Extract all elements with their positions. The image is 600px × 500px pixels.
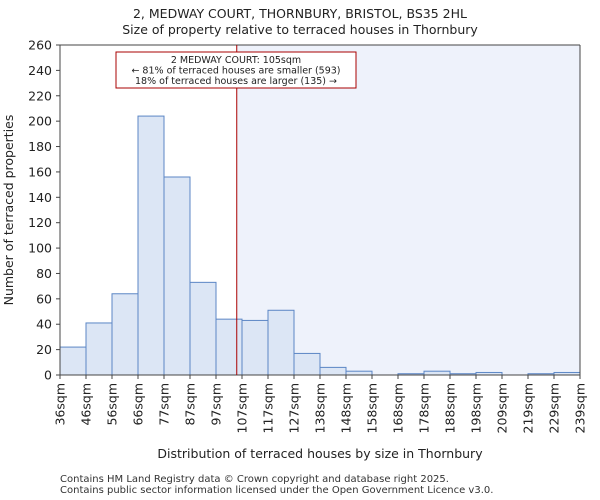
histogram-bar — [241, 319, 269, 376]
histogram-bar — [319, 366, 347, 376]
histogram-bar — [345, 370, 373, 376]
x-tick-label: 97sqm — [209, 383, 224, 426]
x-tick-label: 229sqm — [547, 383, 562, 433]
x-tick-label: 158sqm — [365, 383, 380, 433]
x-tick-label: 178sqm — [417, 383, 432, 433]
x-tick-label: 219sqm — [521, 383, 536, 433]
x-axis-label: Distribution of terraced houses by size … — [157, 446, 483, 461]
x-tick-label: 36sqm — [53, 383, 68, 426]
x-tick-label: 56sqm — [105, 383, 120, 426]
y-tick-label: 40 — [36, 317, 52, 332]
y-tick-label: 160 — [28, 164, 52, 179]
y-tick-label: 60 — [36, 291, 52, 306]
annotation-line-2: ← 81% of terraced houses are smaller (59… — [131, 66, 340, 77]
histogram-bar — [423, 370, 451, 376]
y-axis-label: Number of terraced properties — [1, 115, 16, 306]
histogram-bar — [189, 281, 217, 376]
x-tick-label: 138sqm — [313, 383, 328, 433]
chart-title-line2: Size of property relative to terraced ho… — [122, 22, 478, 37]
histogram-bar — [293, 352, 321, 376]
x-tick-label: 168sqm — [391, 383, 406, 433]
x-tick-label: 46sqm — [79, 383, 94, 426]
y-tick-label: 200 — [28, 114, 52, 129]
y-tick-label: 220 — [28, 88, 52, 103]
annotation-box — [115, 51, 357, 89]
histogram-bar — [267, 309, 295, 376]
x-tick-label: 188sqm — [443, 383, 458, 433]
y-tick-label: 100 — [28, 241, 52, 256]
x-tick-label: 66sqm — [131, 383, 146, 426]
histogram-bar — [111, 293, 139, 376]
chart-title-line1: 2, MEDWAY COURT, THORNBURY, BRISTOL, BS3… — [132, 6, 467, 21]
x-tick-label: 107sqm — [235, 383, 250, 433]
y-tick-label: 180 — [28, 139, 52, 154]
histogram-bar — [163, 176, 191, 376]
x-tick-label: 209sqm — [495, 383, 510, 433]
x-tick-label: 239sqm — [573, 383, 588, 433]
y-tick-label: 140 — [28, 190, 52, 205]
y-tick-label: 240 — [28, 63, 52, 78]
y-tick-label: 120 — [28, 215, 52, 230]
y-tick-label: 0 — [44, 368, 52, 383]
y-tick-label: 80 — [36, 266, 52, 281]
x-tick-label: 148sqm — [339, 383, 354, 433]
histogram-bar — [137, 115, 165, 376]
footer-copyright: Contains HM Land Registry data © Crown c… — [60, 474, 449, 485]
y-tick-label: 260 — [28, 38, 52, 53]
histogram-bar — [85, 322, 113, 376]
x-tick-label: 87sqm — [183, 383, 198, 426]
x-tick-label: 117sqm — [261, 383, 276, 433]
x-tick-label: 77sqm — [157, 383, 172, 426]
annotation-line-3: 18% of terraced houses are larger (135) … — [135, 76, 337, 87]
histogram-bar — [215, 318, 243, 376]
y-tick-label: 20 — [36, 342, 52, 357]
x-tick-label: 127sqm — [287, 383, 302, 433]
x-tick-label: 198sqm — [469, 383, 484, 433]
annotation-line-1: 2 MEDWAY COURT: 105sqm — [171, 55, 301, 66]
footer-licence: Contains public sector information licen… — [60, 485, 494, 496]
histogram-bar — [59, 346, 87, 376]
